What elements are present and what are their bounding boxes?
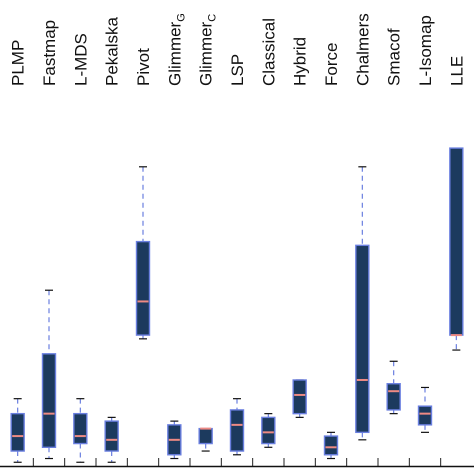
- category-label-pekalska: Pekalska: [103, 16, 122, 86]
- category-label-pivot: Pivot: [134, 48, 153, 86]
- box-chalmers: [355, 244, 370, 434]
- box-l-mds: [73, 412, 88, 445]
- category-label-glimmer-g: GlimmerG: [165, 13, 187, 86]
- category-label-l-mds: L-MDS: [71, 33, 90, 86]
- category-label-classical: Classical: [259, 18, 278, 86]
- box-l-isomap: [417, 405, 433, 426]
- box-fastmap: [41, 353, 57, 448]
- box-hybrid: [292, 379, 307, 415]
- box-smacof: [386, 383, 401, 411]
- category-label-chalmers: Chalmers: [353, 13, 372, 86]
- category-label-lle: LLE: [447, 56, 466, 86]
- category-label-lsp: LSP: [228, 54, 247, 86]
- category-label-hybrid: Hybrid: [291, 37, 310, 86]
- box-pekalska: [104, 420, 119, 452]
- category-label-l-isomap: L-Isomap: [416, 15, 435, 86]
- box-classical: [261, 416, 276, 445]
- category-label-fastmap: Fastmap: [40, 20, 59, 86]
- box-pivot: [135, 240, 151, 336]
- box-plmp: [10, 412, 25, 452]
- box-lsp: [229, 409, 245, 452]
- category-label-glimmer-c: GlimmerC: [197, 14, 219, 86]
- category-label-plmp: PLMP: [9, 40, 28, 86]
- box-force: [323, 435, 339, 456]
- category-label-smacof: Smacof: [385, 28, 404, 86]
- category-label-force: Force: [322, 43, 341, 86]
- box-lle: [449, 147, 464, 336]
- box-glimmer-c: [198, 427, 213, 445]
